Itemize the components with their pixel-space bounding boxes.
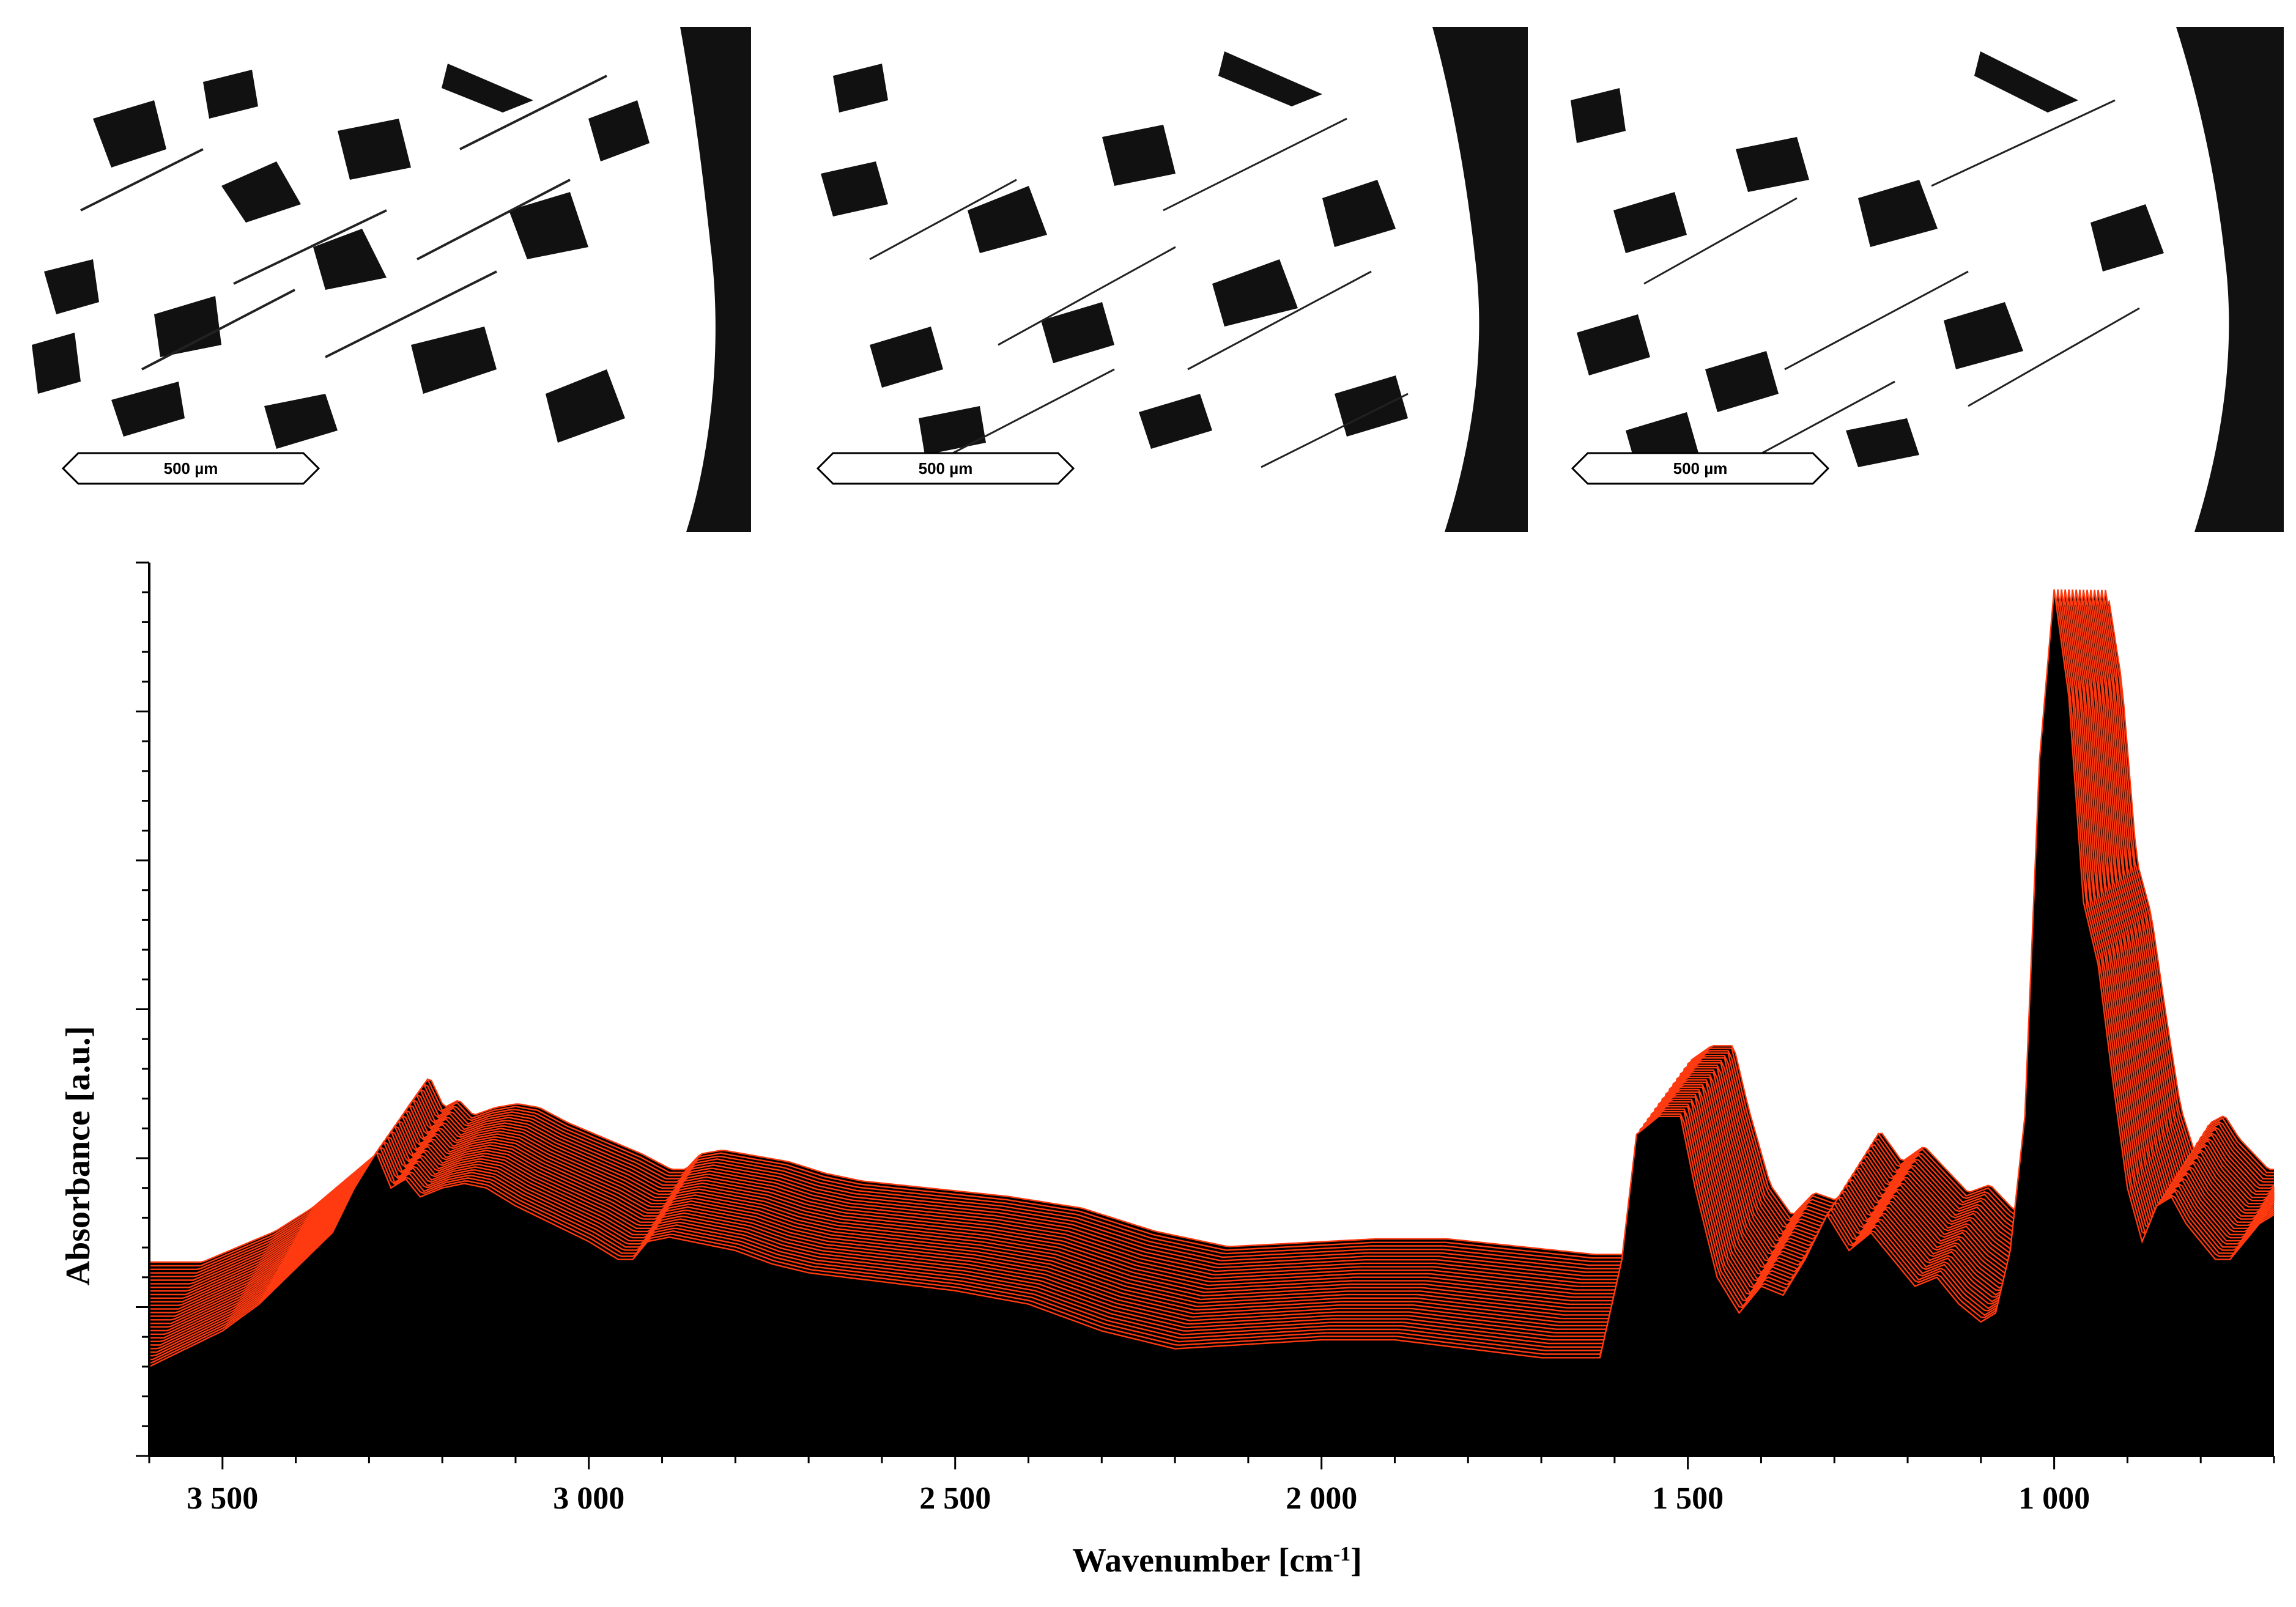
- spectrum-line: [149, 589, 2275, 1310]
- x-tick-label: 2 500: [919, 1481, 991, 1516]
- x-axis-label-sup: -1: [1333, 1543, 1350, 1565]
- scale-bar-3: 500 µm: [1571, 451, 1830, 486]
- x-tick-label: 2 000: [1286, 1481, 1357, 1516]
- spectrum-line: [149, 589, 2275, 1361]
- spectra-layer: [149, 589, 2275, 1457]
- spectrum-line: [149, 589, 2275, 1353]
- spectrum-line: [149, 599, 2275, 1313]
- spectrum-line: [149, 599, 2274, 1277]
- spectrum-line: [149, 589, 2274, 1267]
- x-tick-label: 1 000: [2018, 1481, 2090, 1516]
- spectrum-line: [149, 600, 2275, 1335]
- micrograph-3: [1552, 27, 2284, 532]
- spectrum-line: [149, 589, 2275, 1324]
- spectrum-line: [149, 589, 2275, 1332]
- spectrum-line: [149, 589, 2275, 1288]
- y-ticks: [136, 561, 149, 1457]
- ftir-spectra-chart: 3 500 3 000 2 500 2 000 1 500 1 000 Wavenumbe…: [59, 561, 2275, 1579]
- spectrum-line: [149, 599, 2275, 1299]
- scale-bar-1: 500 µm: [61, 451, 320, 486]
- micrograph-2: [796, 27, 1528, 532]
- x-axis-title: Wavenumber [cm-1]: [1072, 1542, 1362, 1579]
- spectrum-line: [149, 600, 2275, 1350]
- spectrum-line: [149, 589, 2275, 1296]
- spectrum-line: [149, 599, 2274, 1270]
- spectrum-line: [149, 589, 2275, 1317]
- spectrum-line: [149, 599, 2275, 1292]
- micrograph-1: [20, 27, 751, 532]
- spectrum-line: [149, 600, 2275, 1364]
- x-ticks: 3 500 3 000 2 500 2 000 1 500 1 000: [148, 1456, 2275, 1516]
- spectrum-line: [149, 599, 2275, 1321]
- scale-bar-label: 500 µm: [1673, 459, 1728, 478]
- scale-bar-label: 500 µm: [163, 459, 218, 478]
- scale-bar-label: 500 µm: [918, 459, 973, 478]
- x-tick-label: 3 000: [553, 1481, 624, 1516]
- spectrum-line: [149, 599, 2275, 1285]
- scale-bar-2: 500 µm: [816, 451, 1075, 486]
- spectrum-line: [149, 589, 2275, 1367]
- y-axis-title: Absorbance [a.u.]: [59, 1026, 97, 1286]
- x-axis-label-text: Wavenumber [cm: [1072, 1542, 1333, 1579]
- x-tick-label: 1 500: [1652, 1481, 1724, 1516]
- x-axis-label-suffix: ]: [1350, 1542, 1362, 1579]
- spectrum-line: [149, 600, 2275, 1357]
- spectrum-line: [149, 599, 2275, 1328]
- spectrum-line: [149, 589, 2275, 1339]
- spectrum-line: [149, 600, 2275, 1342]
- spectrum-line: [149, 599, 2275, 1306]
- spectrum-line: [149, 589, 2274, 1281]
- spectrum-line: [149, 599, 2274, 1263]
- spectrum-line: [149, 589, 2275, 1346]
- x-tick-label: 3 500: [187, 1481, 258, 1516]
- spectrum-line: [149, 589, 2275, 1302]
- spectrum-line: [149, 589, 2274, 1274]
